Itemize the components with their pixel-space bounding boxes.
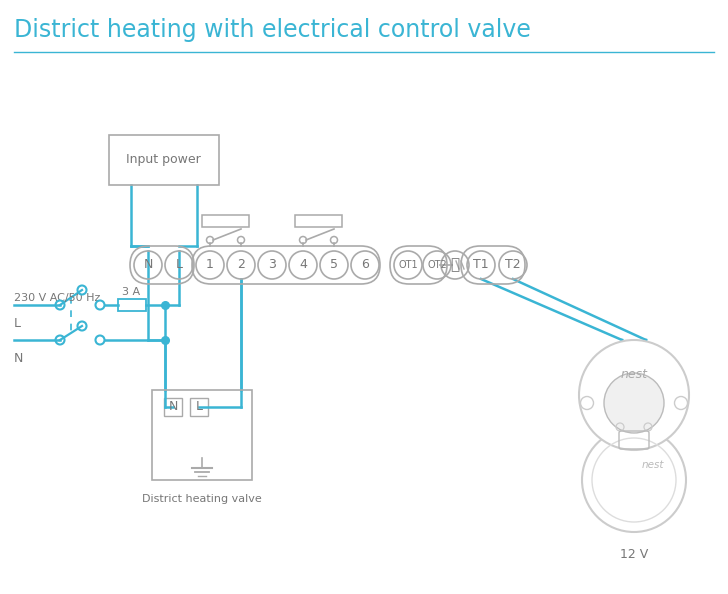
Text: 12 V: 12 V — [620, 548, 648, 561]
Text: L: L — [14, 317, 21, 330]
Bar — [190, 398, 208, 416]
Text: L: L — [196, 400, 202, 413]
Text: N: N — [14, 352, 23, 365]
Text: 3: 3 — [268, 258, 276, 271]
Text: 6: 6 — [361, 258, 369, 271]
Text: OT1: OT1 — [398, 260, 418, 270]
Text: nest: nest — [620, 368, 647, 381]
Text: 3 A: 3 A — [122, 287, 140, 297]
Bar — [164, 398, 182, 416]
Text: T2: T2 — [505, 258, 521, 271]
Bar — [118, 299, 146, 311]
Text: N: N — [143, 258, 153, 271]
Bar — [202, 215, 249, 227]
Circle shape — [579, 340, 689, 450]
Text: 4: 4 — [299, 258, 307, 271]
Circle shape — [582, 428, 686, 532]
Circle shape — [604, 373, 664, 433]
Text: 5: 5 — [330, 258, 338, 271]
Text: nest: nest — [642, 460, 665, 470]
Text: 2: 2 — [237, 258, 245, 271]
Text: District heating with electrical control valve: District heating with electrical control… — [14, 18, 531, 42]
Text: T1: T1 — [473, 258, 488, 271]
Text: Input power: Input power — [126, 153, 201, 166]
Bar — [295, 215, 342, 227]
Text: 1: 1 — [206, 258, 214, 271]
Bar — [108, 135, 218, 185]
Text: L: L — [175, 258, 183, 271]
Text: ⏚: ⏚ — [451, 258, 459, 273]
Bar — [152, 390, 252, 480]
Text: 230 V AC/50 Hz: 230 V AC/50 Hz — [14, 293, 100, 303]
Text: OT2: OT2 — [427, 260, 447, 270]
Text: N: N — [168, 400, 178, 413]
Text: District heating valve: District heating valve — [142, 494, 262, 504]
